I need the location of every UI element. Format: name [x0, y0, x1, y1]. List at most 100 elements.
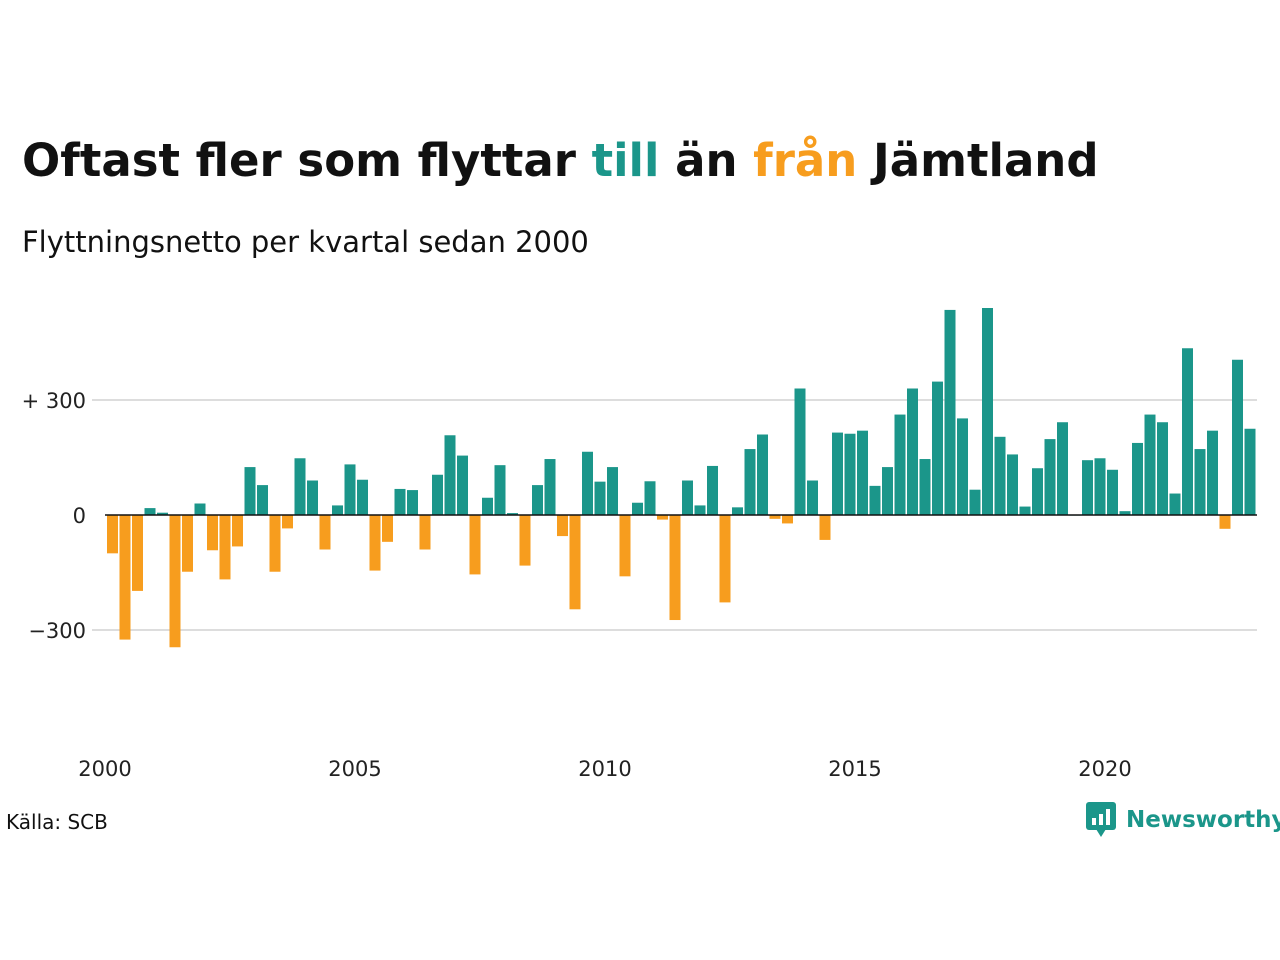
- bar: [457, 455, 468, 515]
- title-part-2: än: [659, 134, 754, 187]
- bar: [344, 464, 356, 515]
- bar: [994, 436, 1006, 515]
- bar: [494, 465, 506, 515]
- y-tick-label: 0: [73, 504, 86, 528]
- bar: [332, 505, 343, 515]
- bar: [419, 515, 431, 550]
- bar: [357, 479, 368, 515]
- bar: [882, 467, 893, 515]
- bar: [607, 467, 618, 515]
- bar: [269, 515, 281, 572]
- chat-bar-chart-icon: [1086, 802, 1116, 837]
- bar: [957, 418, 968, 515]
- brand-name: Newsworthy: [1126, 807, 1280, 833]
- bar: [519, 515, 531, 566]
- bar: [394, 488, 406, 515]
- bar: [119, 515, 131, 640]
- bar: [1044, 439, 1056, 515]
- bar: [969, 489, 981, 515]
- bar: [407, 490, 418, 515]
- bar: [107, 515, 118, 554]
- bar: [1032, 468, 1043, 515]
- bar: [832, 432, 843, 515]
- bar: [469, 515, 481, 575]
- bar: [707, 465, 718, 515]
- bar: [919, 459, 931, 515]
- bar: [1232, 359, 1243, 515]
- x-tick-label: 2010: [578, 757, 631, 781]
- x-tick-label: 2000: [78, 757, 131, 781]
- bar: [907, 388, 918, 515]
- bar: [582, 451, 593, 515]
- title-word-fran: från: [753, 134, 858, 187]
- axes: + 300 0 −300 2000 2005 2010 2015 2020: [22, 389, 1257, 781]
- bar: [669, 515, 681, 621]
- bar: [557, 515, 568, 537]
- bar: [169, 515, 181, 648]
- bar: [244, 467, 256, 515]
- bar: [1019, 506, 1031, 515]
- bar: [857, 430, 868, 515]
- bar: [594, 481, 606, 515]
- bar: [694, 505, 706, 515]
- bar: [1057, 422, 1068, 515]
- bar: [769, 515, 781, 519]
- bar: [807, 480, 818, 515]
- grid-lines: [92, 399, 1257, 631]
- y-tick-label: −300: [28, 619, 86, 643]
- bar: [619, 515, 631, 577]
- bar: [507, 513, 518, 515]
- bar: [532, 485, 543, 515]
- bar: [144, 508, 156, 515]
- x-tick-label: 2005: [328, 757, 381, 781]
- bar: [207, 515, 218, 551]
- bar: [544, 459, 556, 515]
- bar: [632, 502, 643, 515]
- bar: [444, 435, 456, 515]
- bar: [282, 515, 293, 529]
- bar: [757, 434, 768, 515]
- bar: [894, 414, 906, 515]
- bar: [1107, 469, 1118, 515]
- bar: [1132, 442, 1143, 515]
- bar: [719, 515, 731, 603]
- bar: [1244, 428, 1256, 515]
- newsworthy-logo[interactable]: Newsworthy: [1086, 802, 1280, 838]
- bar: [1157, 422, 1168, 515]
- bar: [1094, 458, 1106, 515]
- bar-chart: + 300 0 −300 2000 2005 2010 2015 2020: [22, 308, 1257, 781]
- bar: [744, 449, 756, 515]
- bar: [219, 515, 231, 580]
- bar: [844, 433, 856, 515]
- bar: [1007, 454, 1018, 515]
- x-tick-label: 2015: [828, 757, 881, 781]
- bar: [194, 503, 206, 515]
- bar: [1119, 511, 1131, 515]
- bar: [294, 458, 306, 515]
- bar: [432, 474, 443, 515]
- bars: [107, 308, 1256, 648]
- bar: [257, 485, 268, 515]
- bar: [1207, 430, 1218, 515]
- bar: [132, 515, 143, 591]
- bar: [782, 515, 793, 524]
- bar: [932, 381, 943, 515]
- y-tick-label: + 300: [22, 389, 86, 413]
- bar: [307, 480, 318, 515]
- chart-subtitle: Flyttningsnetto per kvartal sedan 2000: [22, 225, 589, 259]
- bar: [1169, 493, 1181, 515]
- title-part-1: Oftast fler som flyttar: [22, 134, 592, 187]
- bar: [869, 485, 881, 515]
- bar: [1082, 460, 1093, 515]
- title-part-3: Jämtland: [857, 134, 1099, 187]
- bar: [982, 308, 993, 515]
- bar: [482, 497, 493, 515]
- bar: [569, 515, 581, 610]
- bar: [182, 515, 193, 572]
- title-word-till: till: [591, 134, 660, 187]
- bar: [319, 515, 331, 550]
- bar: [644, 481, 656, 515]
- bar: [944, 309, 956, 515]
- x-tick-label: 2020: [1078, 757, 1131, 781]
- bar: [819, 515, 831, 540]
